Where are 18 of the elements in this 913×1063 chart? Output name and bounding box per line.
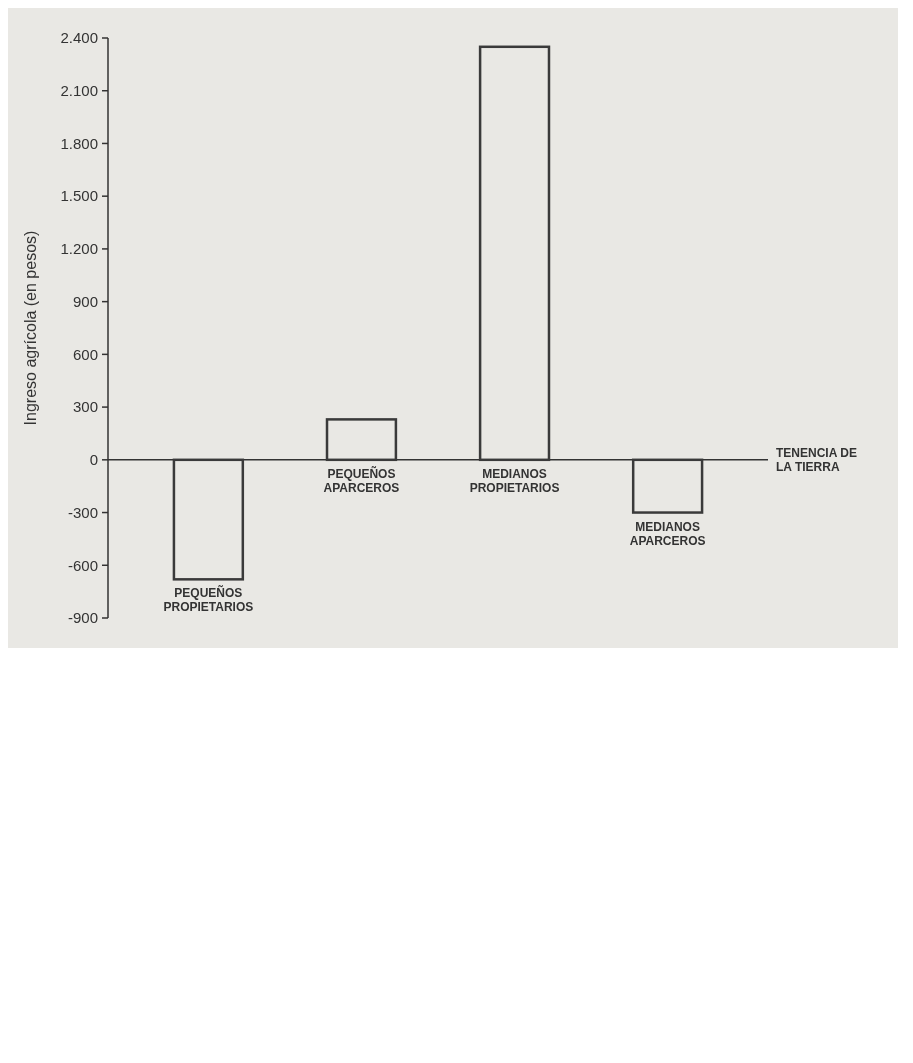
y-tick-label: 2.400	[60, 29, 98, 47]
y-tick-label: 1.500	[60, 187, 98, 205]
y-tick-label: 2.100	[60, 81, 98, 99]
x-tick-label: MEDIANOS PROPIETARIOS	[469, 466, 560, 495]
y-tick-label: 1.800	[60, 134, 98, 152]
y-tick-label: 600	[72, 345, 98, 363]
y-axis-title: Ingreso agrícola (en pesos)	[22, 230, 39, 426]
y-tick-label: -900	[67, 609, 98, 627]
x-tick-label: PEQUEÑOS PROPIETARIOS	[163, 585, 254, 615]
x-axis-title: TENENCIA DE LA TIERRA	[776, 445, 857, 474]
y-tick-label: -600	[67, 556, 98, 574]
y-tick-label: 300	[72, 398, 98, 416]
y-tick-label: 1.200	[60, 240, 98, 258]
x-tick-label: MEDIANOS APARCEROS	[629, 519, 706, 548]
y-tick-label: -300	[67, 503, 98, 521]
y-tick-label: 0	[89, 451, 98, 469]
x-tick-label: PEQUEÑOS APARCEROS	[323, 465, 400, 495]
y-tick-label: 900	[72, 292, 98, 310]
